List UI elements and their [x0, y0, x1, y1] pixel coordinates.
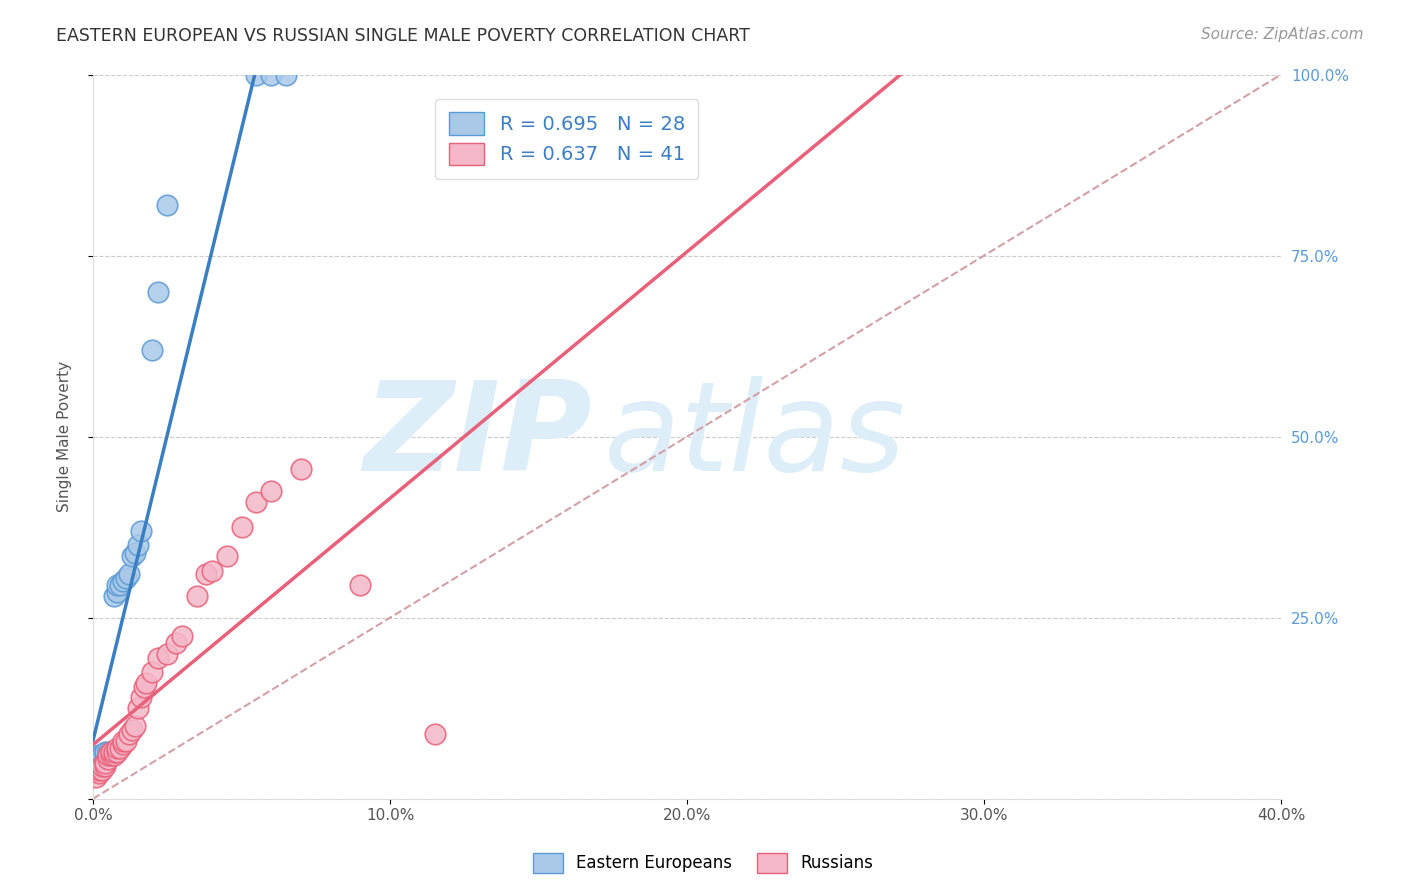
- Point: [135, 676, 157, 690]
- Point: [111, 574, 134, 589]
- Point: [111, 738, 134, 752]
- Text: atlas: atlas: [605, 376, 905, 497]
- Point: [94, 745, 117, 759]
- Point: [105, 578, 128, 592]
- Point: [94, 748, 117, 763]
- Point: [87, 748, 110, 763]
- Point: [105, 741, 128, 756]
- Legend: R = 0.695   N = 28, R = 0.637   N = 41: R = 0.695 N = 28, R = 0.637 N = 41: [436, 99, 699, 178]
- Point: [260, 483, 283, 498]
- Point: [141, 665, 163, 679]
- Point: [105, 585, 128, 599]
- Point: [201, 564, 224, 578]
- Point: [97, 748, 120, 763]
- Point: [108, 741, 131, 756]
- Point: [103, 589, 125, 603]
- Point: [97, 752, 120, 766]
- Point: [245, 68, 267, 82]
- Point: [84, 752, 107, 766]
- Point: [87, 766, 110, 780]
- Point: [100, 745, 122, 759]
- Point: [156, 198, 179, 212]
- Text: ZIP: ZIP: [363, 376, 592, 497]
- Point: [100, 748, 122, 763]
- Point: [105, 745, 128, 759]
- Point: [100, 745, 122, 759]
- Point: [118, 567, 141, 582]
- Point: [194, 567, 217, 582]
- Point: [121, 549, 143, 563]
- Point: [103, 748, 125, 763]
- Point: [111, 734, 134, 748]
- Point: [290, 462, 312, 476]
- Text: EASTERN EUROPEAN VS RUSSIAN SINGLE MALE POVERTY CORRELATION CHART: EASTERN EUROPEAN VS RUSSIAN SINGLE MALE …: [56, 27, 751, 45]
- Point: [103, 745, 125, 759]
- Point: [132, 680, 155, 694]
- Point: [100, 748, 122, 763]
- Point: [90, 759, 112, 773]
- Point: [90, 763, 112, 777]
- Point: [141, 343, 163, 357]
- Point: [97, 745, 120, 759]
- Point: [423, 726, 446, 740]
- Point: [231, 520, 253, 534]
- Point: [156, 647, 179, 661]
- Point: [114, 571, 136, 585]
- Y-axis label: Single Male Poverty: Single Male Poverty: [58, 361, 72, 512]
- Point: [124, 545, 146, 559]
- Point: [97, 748, 120, 763]
- Point: [186, 589, 208, 603]
- Point: [172, 629, 194, 643]
- Point: [129, 524, 152, 538]
- Point: [90, 748, 112, 763]
- Point: [148, 650, 170, 665]
- Point: [349, 578, 371, 592]
- Point: [90, 752, 112, 766]
- Point: [127, 538, 149, 552]
- Point: [129, 690, 152, 705]
- Point: [114, 734, 136, 748]
- Point: [94, 756, 117, 770]
- Point: [165, 636, 187, 650]
- Point: [215, 549, 238, 563]
- Point: [84, 770, 107, 784]
- Point: [94, 759, 117, 773]
- Point: [108, 578, 131, 592]
- Point: [148, 285, 170, 299]
- Point: [260, 68, 283, 82]
- Point: [274, 68, 297, 82]
- Legend: Eastern Europeans, Russians: Eastern Europeans, Russians: [526, 847, 880, 880]
- Point: [127, 701, 149, 715]
- Point: [124, 719, 146, 733]
- Point: [245, 495, 267, 509]
- Point: [87, 763, 110, 777]
- Point: [121, 723, 143, 737]
- Point: [118, 726, 141, 740]
- Point: [103, 745, 125, 759]
- Text: Source: ZipAtlas.com: Source: ZipAtlas.com: [1201, 27, 1364, 42]
